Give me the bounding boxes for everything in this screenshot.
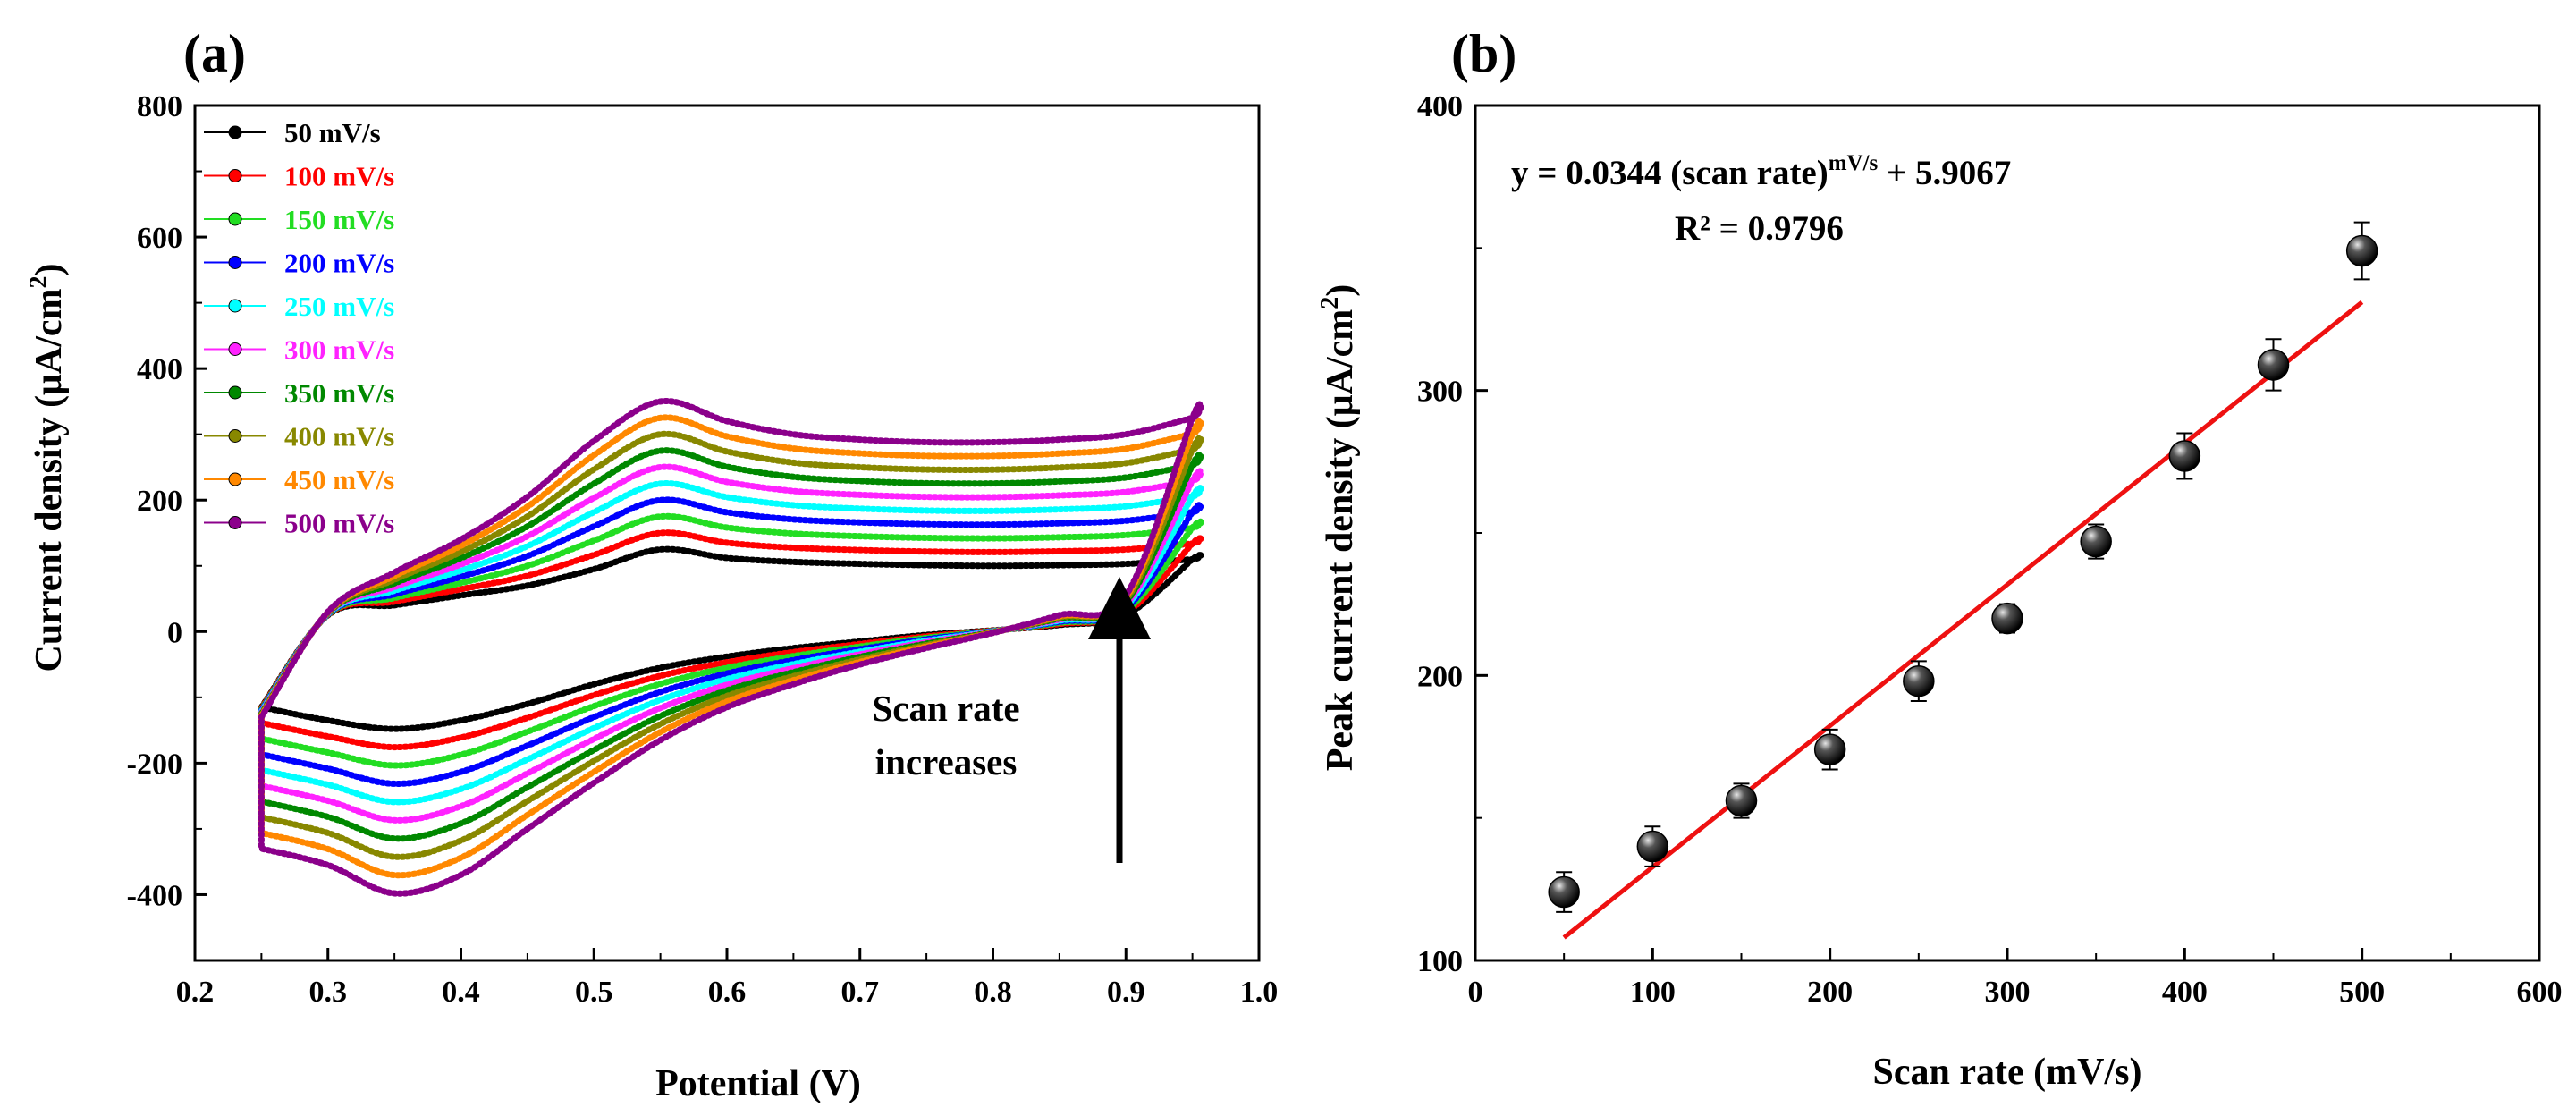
cv-curve [258, 414, 1204, 879]
y-tick-label: -200 [127, 748, 182, 781]
y-axis-title-b-sup: 2 [1316, 297, 1344, 309]
x-tick-label: 0.4 [442, 976, 480, 1009]
y-tick-label: 0 [167, 616, 182, 649]
data-points-b [1548, 221, 2378, 913]
data-point [1991, 602, 2023, 635]
x-ticks-b: 0 100 200 300 400 500 600 [1468, 948, 2563, 1009]
x-tick-label: 0.5 [575, 976, 613, 1009]
panel-label-a: (a) [183, 24, 246, 83]
legend-label: 100 mV/s [284, 161, 394, 192]
cv-curves [256, 397, 1204, 897]
y-tick-label: 600 [137, 222, 182, 255]
cv-curve-line [260, 515, 1202, 767]
data-point [1725, 784, 1758, 817]
cv-curve-line [260, 531, 1202, 748]
annotation-line1: Scan rate [872, 688, 1019, 729]
legend-marker [228, 169, 242, 182]
fit-equation-part1: y = 0.0344 (scan rate) [1511, 154, 1829, 192]
cv-curve-line [260, 416, 1202, 876]
y-tick-label: -400 [127, 879, 182, 912]
x-tick-label: 1.0 [1240, 976, 1279, 1009]
x-tick-label: 0.8 [974, 976, 1012, 1009]
y-ticks-b: 100 200 300 400 [1417, 90, 1488, 978]
linear-fit-line [1562, 300, 2364, 940]
chart-a: (a) 0.2 0.3 0.4 0.5 0.6 0.7 0.8 0.9 1.0 -400 -200… [25, 24, 1278, 1104]
y-tick-label: 100 [1417, 945, 1463, 978]
fit-equation-part2: + 5.9067 [1878, 154, 2011, 192]
x-tick-label: 500 [2339, 976, 2385, 1009]
cv-curve-line [259, 548, 1202, 731]
legend-marker [228, 516, 242, 529]
y-tick-label: 300 [1417, 376, 1463, 409]
cv-curve-line [260, 400, 1202, 895]
legend-label: 500 mV/s [284, 508, 394, 539]
x-axis-title-b: Scan rate (mV/s) [1873, 1052, 2142, 1093]
y-axis-title-a-sup: 2 [25, 276, 53, 289]
x-tick-label: 200 [1807, 976, 1853, 1009]
plot-frame-b [1474, 104, 2541, 962]
y-tick-label: 400 [1417, 90, 1463, 123]
cv-curve-line [260, 466, 1202, 822]
fit-r-squared: R² = 0.9796 [1675, 209, 1844, 248]
x-tick-label: 0.6 [708, 976, 747, 1009]
x-tick-label: 400 [2162, 976, 2208, 1009]
data-point [1548, 875, 1580, 909]
fit-equation: y = 0.0344 (scan rate)mV/s + 5.9067 [1511, 151, 2011, 192]
legend-label: 400 mV/s [284, 421, 394, 452]
data-point [2345, 234, 2378, 267]
legend-label: 150 mV/s [284, 204, 394, 235]
legend-marker [228, 429, 242, 443]
y-axis-title-b: Peak current density (μA/cm2) [1316, 284, 1361, 771]
y-tick-label: 200 [1417, 660, 1463, 693]
legend-label: 250 mV/s [284, 291, 394, 322]
x-tick-label: 600 [2517, 976, 2563, 1009]
legend-marker [228, 256, 242, 269]
cv-curve-line [260, 449, 1202, 840]
y-axis-title-a: Current density (μA/cm2) [25, 264, 70, 672]
data-point [2080, 525, 2112, 558]
y-tick-label: 200 [137, 485, 182, 518]
x-tick-label: 0.7 [841, 976, 880, 1009]
y-axis-title-a-close: ) [29, 264, 70, 276]
legend-marker [228, 342, 242, 356]
legend-a: 50 mV/s 100 mV/s 150 mV/s 200 mV/s 250 mV/s 3… [204, 117, 394, 539]
legend-label: 50 mV/s [284, 117, 381, 148]
x-tick-label: 0.9 [1107, 976, 1145, 1009]
legend-marker [228, 212, 242, 226]
x-tick-label: 0 [1468, 976, 1483, 1009]
y-tick-label: 800 [137, 90, 182, 123]
x-tick-label: 300 [1985, 976, 2031, 1009]
x-tick-label: 0.2 [176, 976, 215, 1009]
legend-marker [228, 385, 242, 400]
legend-marker [228, 472, 242, 486]
legend-label: 300 mV/s [284, 334, 394, 366]
data-point [1636, 830, 1669, 863]
x-ticks-a: 0.2 0.3 0.4 0.5 0.6 0.7 0.8 0.9 1.0 [176, 948, 1279, 1009]
y-axis-title-b-close: ) [1320, 284, 1361, 297]
x-axis-title-a: Potential (V) [655, 1063, 861, 1104]
legend-label: 200 mV/s [284, 248, 394, 279]
y-axis-title-a-main: Current density (μA/cm [29, 288, 70, 672]
data-point [2257, 349, 2290, 381]
cv-curve-line [260, 433, 1202, 858]
annotation-line2: increases [875, 741, 1018, 782]
y-axis-title-b-main: Peak current density (μA/cm [1320, 309, 1361, 771]
cv-curve-line [260, 482, 1202, 803]
data-point [2168, 440, 2201, 472]
x-tick-label: 0.3 [309, 976, 348, 1009]
fit-equation-sup: mV/s [1829, 151, 1879, 175]
data-point [1813, 733, 1846, 765]
x-tick-label: 100 [1630, 976, 1676, 1009]
y-ticks-a: -400 -200 0 200 400 600 800 [127, 90, 207, 961]
legend-label: 450 mV/s [284, 464, 394, 495]
panel-label-b: (b) [1451, 24, 1516, 83]
cv-curve-line [260, 498, 1202, 785]
legend-label: 350 mV/s [284, 377, 394, 409]
legend-marker [228, 125, 242, 140]
y-tick-label: 400 [137, 353, 182, 386]
legend-marker [228, 299, 242, 313]
data-point [1903, 664, 1935, 698]
